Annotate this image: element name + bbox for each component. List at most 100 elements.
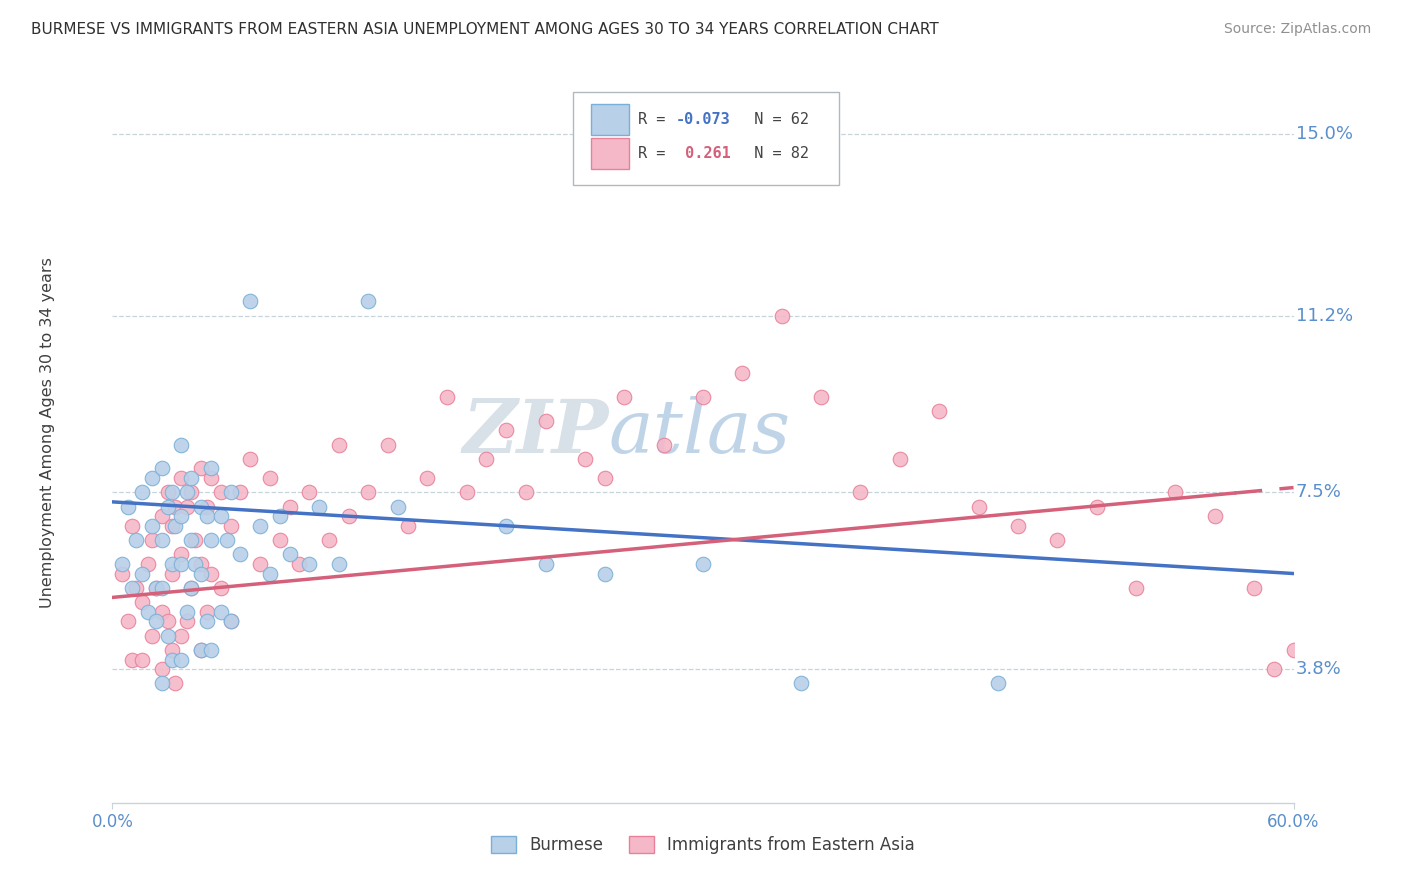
- Point: [170, 548, 193, 562]
- Text: -0.073: -0.073: [676, 112, 731, 127]
- Text: BURMESE VS IMMIGRANTS FROM EASTERN ASIA UNEMPLOYMENT AMONG AGES 30 TO 34 YEARS C: BURMESE VS IMMIGRANTS FROM EASTERN ASIA …: [31, 22, 939, 37]
- Point: [534, 557, 557, 571]
- Point: [180, 581, 202, 595]
- Text: 15.0%: 15.0%: [1296, 125, 1353, 143]
- Point: [456, 485, 478, 500]
- Point: [190, 566, 212, 581]
- Point: [239, 294, 262, 309]
- Point: [318, 533, 340, 547]
- Point: [731, 366, 754, 380]
- Point: [593, 471, 616, 485]
- Point: [534, 414, 557, 428]
- Point: [396, 518, 419, 533]
- FancyBboxPatch shape: [591, 103, 628, 135]
- Point: [337, 509, 360, 524]
- Point: [790, 676, 813, 690]
- Text: Unemployment Among Ages 30 to 34 years: Unemployment Among Ages 30 to 34 years: [39, 257, 55, 608]
- Point: [190, 500, 212, 514]
- Text: atlas: atlas: [609, 396, 790, 469]
- Point: [145, 581, 167, 595]
- Point: [652, 437, 675, 451]
- Point: [308, 500, 330, 514]
- Point: [239, 451, 262, 466]
- Point: [150, 605, 173, 619]
- Point: [849, 485, 872, 500]
- Point: [176, 485, 198, 500]
- FancyBboxPatch shape: [574, 92, 839, 185]
- Point: [987, 676, 1010, 690]
- Point: [121, 581, 143, 595]
- Point: [495, 423, 517, 437]
- Point: [229, 548, 252, 562]
- Point: [150, 676, 173, 690]
- Point: [195, 500, 218, 514]
- Point: [436, 390, 458, 404]
- Point: [1243, 581, 1265, 595]
- Point: [209, 485, 232, 500]
- Point: [1263, 662, 1285, 676]
- Point: [495, 518, 517, 533]
- Point: [219, 518, 242, 533]
- Point: [150, 461, 173, 475]
- Point: [125, 581, 148, 595]
- Point: [160, 485, 183, 500]
- Point: [328, 437, 350, 451]
- Point: [160, 643, 183, 657]
- Point: [200, 461, 222, 475]
- Point: [1046, 533, 1069, 547]
- Point: [298, 557, 321, 571]
- Point: [377, 437, 399, 451]
- Point: [156, 500, 179, 514]
- Point: [160, 518, 183, 533]
- Text: N = 62: N = 62: [737, 112, 808, 127]
- Point: [131, 595, 153, 609]
- Point: [889, 451, 911, 466]
- Point: [131, 485, 153, 500]
- Point: [928, 404, 950, 418]
- Text: N = 82: N = 82: [737, 146, 808, 161]
- Point: [200, 533, 222, 547]
- Point: [1007, 518, 1029, 533]
- Point: [190, 643, 212, 657]
- Point: [117, 500, 139, 514]
- Point: [1164, 485, 1187, 500]
- Point: [1085, 500, 1108, 514]
- Point: [357, 294, 380, 309]
- Point: [298, 485, 321, 500]
- Point: [184, 533, 207, 547]
- Text: 0.261: 0.261: [676, 146, 731, 161]
- Point: [278, 548, 301, 562]
- Point: [165, 676, 187, 690]
- Point: [176, 605, 198, 619]
- Point: [1125, 581, 1147, 595]
- Point: [475, 451, 498, 466]
- Point: [219, 615, 242, 629]
- Point: [156, 485, 179, 500]
- Point: [288, 557, 311, 571]
- Point: [200, 643, 222, 657]
- Point: [574, 451, 596, 466]
- Point: [111, 557, 134, 571]
- Point: [416, 471, 439, 485]
- Point: [111, 566, 134, 581]
- Point: [219, 615, 242, 629]
- Point: [810, 390, 832, 404]
- Point: [125, 533, 148, 547]
- Point: [170, 557, 193, 571]
- Point: [387, 500, 409, 514]
- Point: [269, 509, 291, 524]
- Point: [121, 652, 143, 666]
- Point: [170, 629, 193, 643]
- Point: [515, 485, 537, 500]
- Point: [278, 500, 301, 514]
- Point: [150, 581, 173, 595]
- Point: [1204, 509, 1226, 524]
- Point: [1282, 643, 1305, 657]
- Point: [165, 518, 187, 533]
- Text: ZIP: ZIP: [463, 396, 609, 469]
- Point: [195, 615, 218, 629]
- Point: [170, 471, 193, 485]
- Point: [180, 485, 202, 500]
- Point: [176, 500, 198, 514]
- Point: [180, 581, 202, 595]
